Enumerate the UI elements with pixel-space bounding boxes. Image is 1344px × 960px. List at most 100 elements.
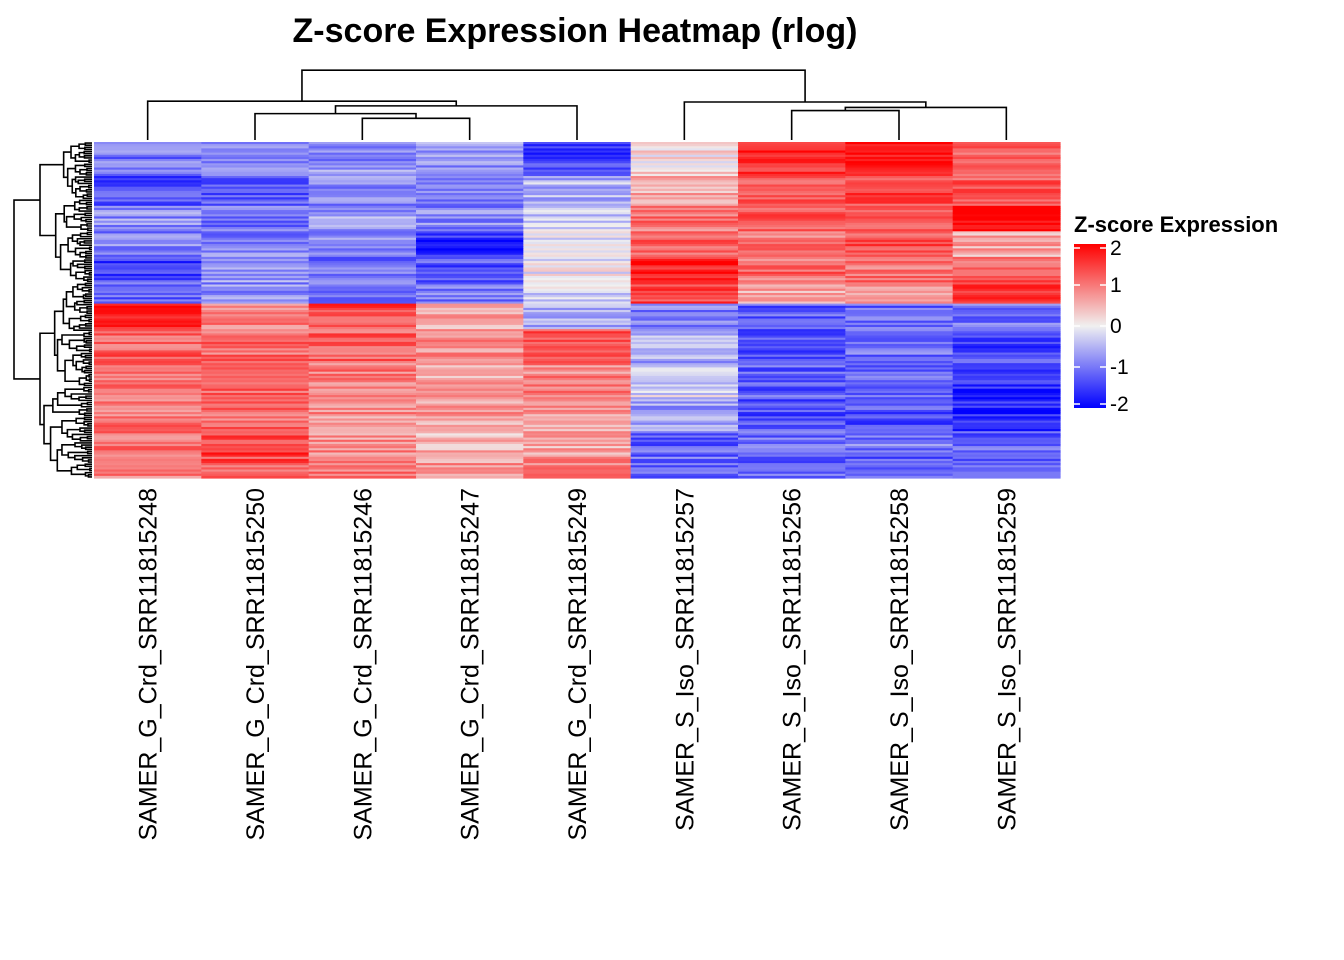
heatmap-cell (738, 305, 846, 309)
heatmap-cell (416, 273, 524, 277)
heatmap-cell (94, 203, 202, 207)
column-label: SAMER_G_Crd_SRR11815247 (457, 488, 485, 841)
dendrogram-branch (61, 420, 77, 435)
heatmap-cell (845, 367, 954, 371)
heatmap-cell (201, 463, 310, 466)
heatmap-cell (416, 235, 524, 239)
heatmap-cell (952, 327, 1061, 330)
heatmap-cell (845, 303, 954, 307)
heatmap-cell (952, 399, 1061, 403)
heatmap-cell (630, 418, 739, 422)
heatmap-cell (845, 318, 954, 322)
heatmap-cell (738, 146, 846, 149)
heatmap-cell (738, 205, 846, 209)
heatmap-cell (94, 156, 202, 160)
heatmap-cell (630, 375, 739, 379)
heatmap-cell (845, 216, 954, 220)
heatmap-cell (201, 159, 310, 162)
heatmap-cell (523, 375, 632, 379)
heatmap-cell (523, 314, 632, 317)
heatmap-cell (845, 384, 954, 388)
heatmap-cell (738, 171, 846, 175)
heatmap-cell (416, 275, 524, 279)
heatmap-cell (952, 363, 1061, 366)
heatmap-cell (952, 365, 1061, 369)
heatmap-cell (523, 331, 632, 334)
heatmap-cell (952, 388, 1061, 392)
heatmap-cell (94, 437, 202, 441)
heatmap-cell (201, 431, 310, 434)
heatmap-cell (523, 246, 632, 249)
heatmap-cell (845, 267, 954, 271)
heatmap-cell (416, 248, 524, 252)
heatmap-cell (94, 469, 202, 473)
heatmap-cell (416, 205, 524, 209)
heatmap-cell (94, 331, 202, 334)
dendrogram-branch (88, 246, 92, 251)
heatmap-cell (845, 469, 954, 473)
dendrogram-branch (83, 155, 92, 159)
dendrogram-branch (86, 206, 92, 210)
heatmap-cell (523, 350, 632, 354)
heatmap-cell (738, 465, 846, 468)
heatmap-cell (738, 312, 846, 315)
heatmap-cell (523, 378, 632, 381)
heatmap-cell (201, 299, 310, 303)
heatmap-cell (523, 220, 632, 224)
heatmap-cell (94, 282, 202, 286)
heatmap-cell (523, 173, 632, 177)
heatmap-cell (845, 380, 954, 383)
heatmap-cell (738, 401, 846, 405)
heatmap-cell (201, 233, 310, 237)
heatmap-cell (738, 224, 846, 228)
heatmap-cell (201, 288, 310, 292)
heatmap-cell (201, 390, 310, 394)
heatmap-cell (308, 305, 417, 309)
heatmap-cell (630, 159, 739, 162)
heatmap-cell (523, 258, 632, 262)
dendrogram-branch (75, 417, 85, 425)
heatmap-cell (523, 235, 632, 239)
heatmap-cell (630, 275, 739, 279)
heatmap-cell (630, 350, 739, 354)
heatmap-cell (416, 446, 524, 449)
heatmap-cell (952, 414, 1061, 417)
heatmap-cell (738, 367, 846, 371)
heatmap-cell (201, 156, 310, 160)
heatmap-cell (845, 237, 954, 241)
heatmap-cell (523, 218, 632, 222)
heatmap-cell (201, 348, 310, 352)
heatmap-cell (952, 205, 1061, 209)
dendrogram-branch (84, 463, 92, 468)
heatmap-cell (523, 299, 632, 303)
heatmap-cell (201, 433, 310, 437)
heatmap-cell (94, 352, 202, 356)
heatmap-cell (630, 395, 739, 398)
heatmap-cell (94, 310, 202, 313)
heatmap-cell (416, 299, 524, 303)
heatmap-cell (201, 439, 310, 443)
dendrogram-branch (72, 260, 85, 267)
heatmap-cell (94, 382, 202, 386)
heatmap-cell (308, 367, 417, 371)
heatmap-cell (201, 458, 310, 462)
heatmap-cell (952, 310, 1061, 313)
heatmap-cell (308, 195, 417, 198)
heatmap-cell (845, 246, 954, 249)
heatmap-cell (416, 452, 524, 456)
heatmap-cell (630, 193, 739, 196)
heatmap-cell (201, 167, 310, 171)
heatmap-cell (94, 314, 202, 317)
heatmap-cell (952, 395, 1061, 398)
heatmap-cell (630, 454, 739, 458)
heatmap-cell (845, 352, 954, 356)
heatmap-cell (201, 401, 310, 405)
heatmap-cell (952, 254, 1061, 258)
heatmap-cell (201, 163, 310, 166)
heatmap-cell (523, 146, 632, 149)
heatmap-cell (523, 420, 632, 424)
heatmap-cell (630, 307, 739, 311)
heatmap-cell (94, 450, 202, 454)
heatmap-cell (845, 290, 954, 294)
heatmap-cell (845, 429, 954, 432)
